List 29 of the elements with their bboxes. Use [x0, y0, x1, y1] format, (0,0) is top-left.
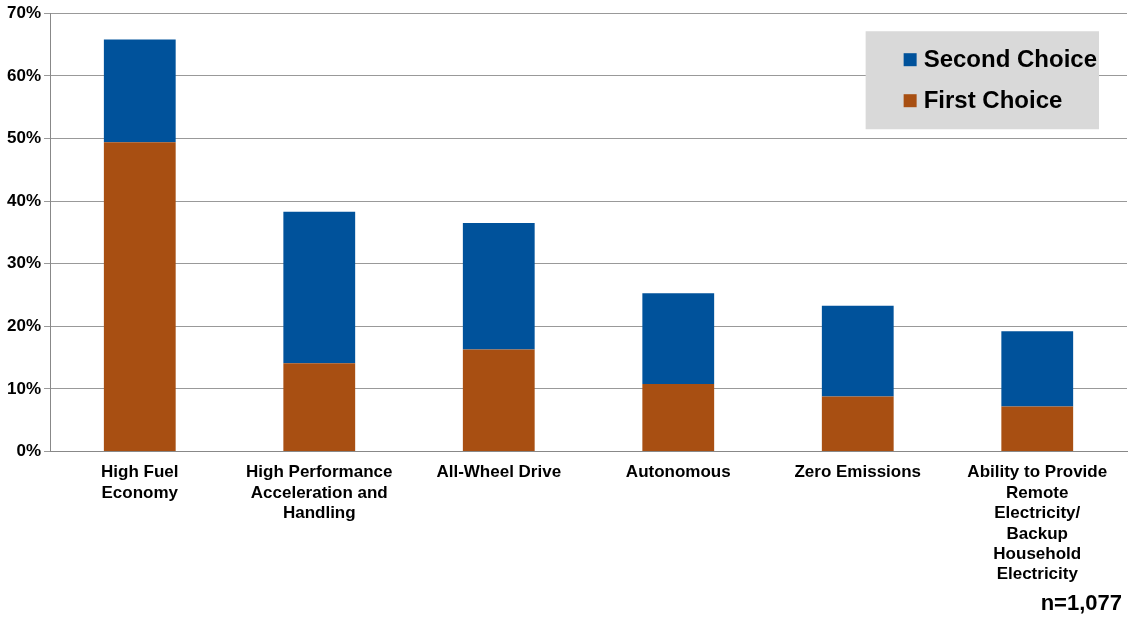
bar [821, 305, 894, 397]
bar [283, 211, 356, 364]
text: n=1,077 [1040, 590, 1122, 615]
bar [462, 223, 535, 350]
bar [103, 142, 176, 452]
y-tick-label: 70% [6, 2, 42, 22]
legend-label: Second Choice [923, 44, 1098, 72]
bar [642, 293, 715, 384]
bar [1001, 406, 1074, 452]
x-tick-label: All-Wheel Drive [436, 462, 562, 482]
y-tick-label: 40% [6, 190, 42, 210]
bar [103, 39, 176, 143]
x-tick-label: Ability to Provide Remote Electricity/ Backup Household Electricity [967, 462, 1108, 584]
x-tick-label: Autonomous [625, 462, 731, 482]
x-tick-label: High Fuel Economy [101, 462, 179, 502]
bar [283, 363, 356, 452]
bar [642, 383, 715, 452]
x-tick-label: Zero Emissions [794, 462, 922, 482]
y-tick-label: 30% [6, 253, 42, 273]
y-tick-label: 50% [6, 128, 42, 148]
bar [462, 349, 535, 452]
y-tick-label: 20% [6, 316, 42, 336]
y-tick-label: 0% [16, 441, 42, 461]
bar [1001, 331, 1074, 407]
bar [821, 396, 894, 452]
x-tick-label: High Performance Acceleration and Handling [246, 462, 393, 523]
y-tick-label: 10% [6, 378, 42, 398]
legend-label: First Choice [923, 85, 1063, 113]
y-tick-label: 60% [6, 65, 42, 85]
